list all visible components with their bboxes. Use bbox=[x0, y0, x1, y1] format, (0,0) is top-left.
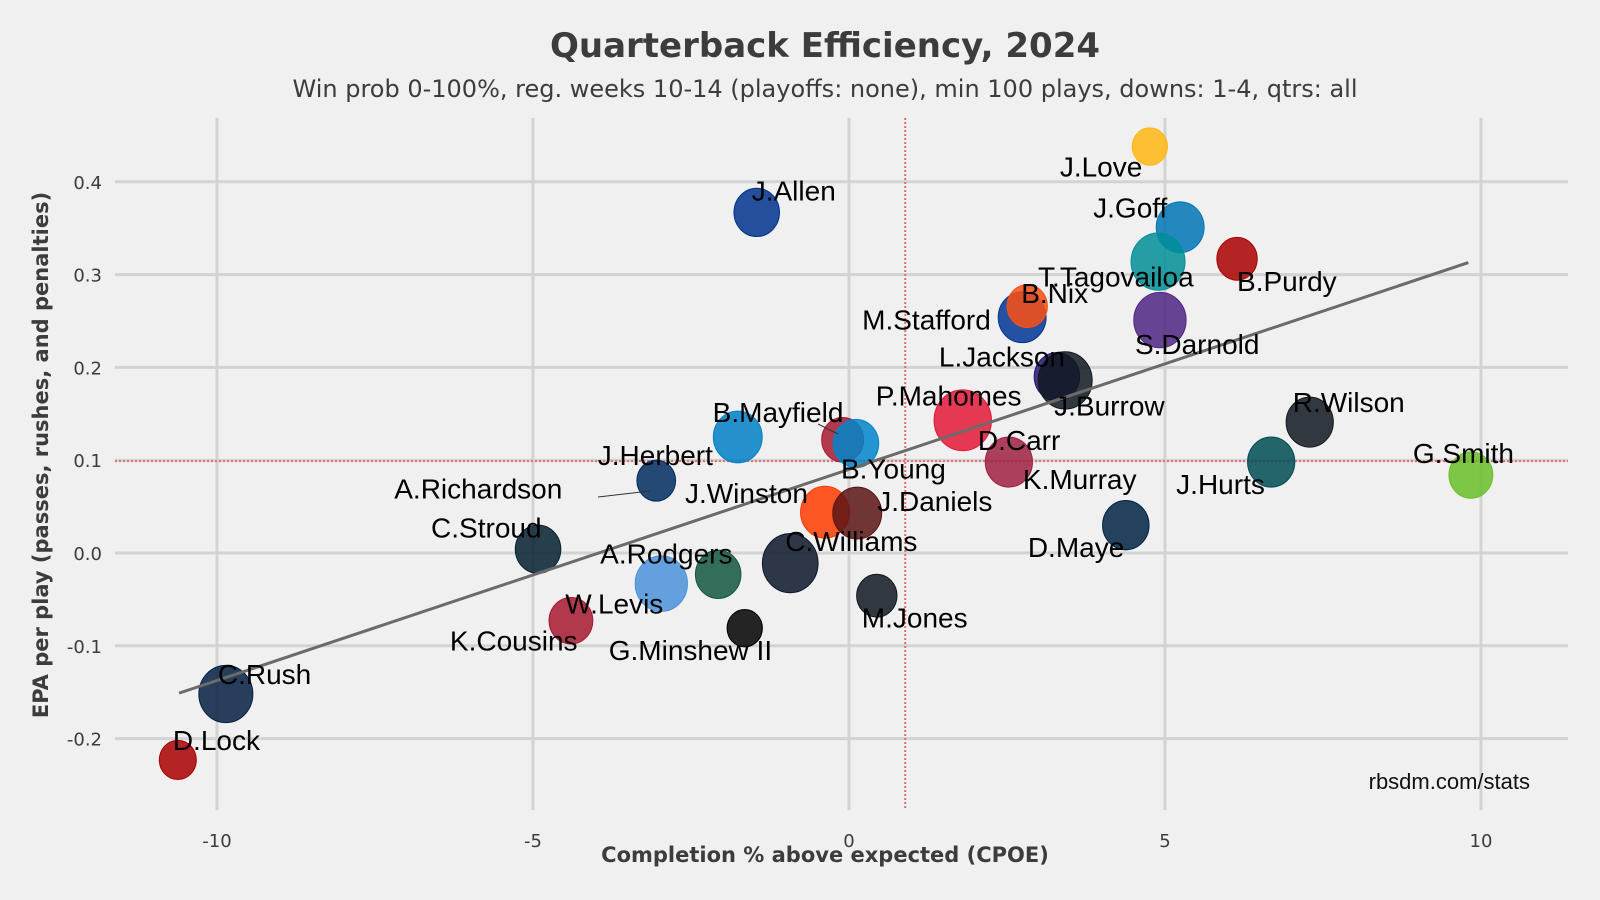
point-label: D.Carr bbox=[978, 425, 1060, 456]
y-axis-label: EPA per play (passes, rushes, and penalt… bbox=[29, 192, 53, 718]
chart-title: Quarterback Efficiency, 2024 bbox=[550, 26, 1100, 66]
point-d-maye[interactable] bbox=[1102, 500, 1150, 551]
y-tick-label: 0.3 bbox=[73, 266, 102, 287]
y-tick-label: -0.1 bbox=[67, 637, 102, 658]
point-label: B.Purdy bbox=[1237, 266, 1337, 297]
y-tick-label: 0.1 bbox=[73, 451, 102, 472]
point-label: B.Mayfield bbox=[713, 397, 844, 428]
y-tick-label: 0.4 bbox=[73, 173, 102, 194]
point-a-rodgers[interactable] bbox=[694, 549, 742, 599]
data-points bbox=[158, 127, 1494, 781]
x-axis-ticks: -10 -5 0 5 10 bbox=[202, 831, 1492, 852]
point-label: T.Tagovailoa bbox=[1038, 262, 1194, 293]
source-credit: rbsdm.com/stats bbox=[1369, 769, 1530, 794]
point-j-hurts[interactable] bbox=[1247, 436, 1296, 488]
point-label: G.Smith bbox=[1413, 438, 1514, 469]
point-d-lock[interactable] bbox=[158, 739, 197, 781]
point-j-allen[interactable] bbox=[733, 187, 780, 238]
point-label: B.Young bbox=[841, 453, 946, 484]
point-w-levis[interactable] bbox=[634, 555, 688, 612]
trend-line-group bbox=[178, 261, 1469, 695]
x-tick-label: 10 bbox=[1470, 831, 1493, 852]
point-j-herbert[interactable] bbox=[712, 410, 763, 464]
point-label: J.Hurts bbox=[1176, 469, 1265, 500]
point-label: C.Rush bbox=[218, 659, 311, 690]
point-label: J.Allen bbox=[752, 175, 836, 206]
point-label: D.Maye bbox=[1028, 532, 1124, 563]
x-tick-label: 0 bbox=[843, 831, 854, 852]
point-j-love[interactable] bbox=[1131, 127, 1168, 166]
point-label: J.Burrow bbox=[1054, 390, 1165, 421]
y-tick-label: -0.2 bbox=[67, 730, 102, 751]
point-label: G.Minshew II bbox=[609, 635, 772, 666]
point-label: J.Love bbox=[1060, 152, 1143, 183]
mayfield-leader-line bbox=[817, 423, 839, 435]
point-a-richardson[interactable] bbox=[636, 459, 677, 502]
point-label: M.Stafford bbox=[862, 304, 991, 335]
y-axis-ticks: -0.2 -0.1 0.0 0.1 0.2 0.3 0.4 bbox=[67, 173, 102, 751]
point-label: C.Stroud bbox=[431, 512, 542, 543]
x-tick-label: 5 bbox=[1159, 831, 1170, 852]
point-label: J.Goff bbox=[1093, 192, 1167, 223]
point-r-wilson[interactable] bbox=[1285, 396, 1334, 448]
point-label: K.Cousins bbox=[450, 626, 578, 657]
point-label: D.Lock bbox=[173, 725, 261, 756]
point-j-daniels[interactable] bbox=[832, 486, 883, 540]
point-label: P.Mahomes bbox=[876, 380, 1022, 411]
y-tick-label: 0.2 bbox=[73, 358, 102, 379]
point-label: K.Murray bbox=[1023, 464, 1137, 495]
point-k-cousins[interactable] bbox=[548, 597, 594, 645]
reference-lines bbox=[115, 118, 1568, 810]
point-labels: J.Love J.Allen J.Goff B.Purdy T.Tagovailoa M.… bbox=[173, 152, 1514, 756]
point-c-rush[interactable] bbox=[198, 664, 254, 724]
x-axis-label: Completion % above expected (CPOE) bbox=[601, 843, 1049, 867]
point-label: S.Darnold bbox=[1135, 329, 1260, 360]
point-label: C.Williams bbox=[785, 526, 917, 557]
point-b-purdy[interactable] bbox=[1216, 236, 1258, 281]
point-label: J.Herbert bbox=[598, 440, 713, 471]
point-label: J.Winston bbox=[685, 478, 808, 509]
point-g-minshew-ii[interactable] bbox=[726, 608, 763, 648]
point-m-jones[interactable] bbox=[856, 573, 898, 618]
point-label: J.Daniels bbox=[877, 486, 992, 517]
x-tick-label: -10 bbox=[202, 831, 231, 852]
point-label: L.Jackson bbox=[939, 342, 1065, 373]
point-label: W.Levis bbox=[565, 589, 663, 620]
point-g-smith[interactable] bbox=[1448, 451, 1494, 499]
trend-line bbox=[178, 261, 1469, 695]
point-b-nix[interactable] bbox=[1006, 284, 1048, 329]
point-s-darnold[interactable] bbox=[1133, 291, 1187, 349]
point-d-carr[interactable] bbox=[984, 436, 1033, 488]
point-j-burrow[interactable] bbox=[1037, 351, 1093, 410]
x-tick-label: -5 bbox=[524, 831, 542, 852]
point-t-tagovailoa[interactable] bbox=[1130, 232, 1186, 291]
point-label: A.Richardson bbox=[394, 474, 562, 505]
y-tick-label: 0.0 bbox=[73, 544, 102, 565]
point-label: R.Wilson bbox=[1293, 387, 1405, 418]
richardson-leader-line bbox=[597, 490, 651, 498]
point-label: B.Nix bbox=[1021, 278, 1088, 309]
chart-subtitle: Win prob 0-100%, reg. weeks 10-14 (playo… bbox=[293, 75, 1358, 103]
point-label: A.Rodgers bbox=[600, 538, 732, 569]
point-c-williams[interactable] bbox=[761, 533, 819, 594]
point-label: M.Jones bbox=[862, 603, 968, 634]
